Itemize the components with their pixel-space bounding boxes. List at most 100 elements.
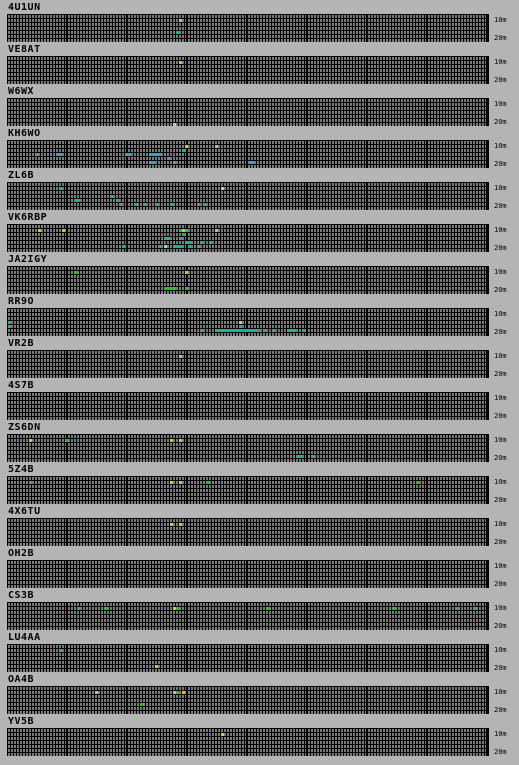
grid-cell (434, 19, 436, 22)
grid-cell (416, 27, 418, 30)
grid-cell (227, 31, 229, 34)
grid-cell (89, 19, 91, 22)
grid-cell (20, 27, 22, 30)
grid-cell (437, 23, 439, 26)
grid-cell (311, 27, 313, 30)
grid-cell (386, 27, 388, 30)
grid-cell (224, 31, 226, 34)
grid-cell (392, 31, 394, 34)
grid-cell (392, 23, 394, 26)
grid-cell (242, 15, 244, 18)
grid-cell (416, 19, 418, 22)
grid-cell (464, 19, 466, 22)
grid-cell (434, 31, 436, 34)
grid-cell (59, 31, 61, 34)
grid-cell (26, 31, 28, 34)
grid-cell (470, 15, 472, 18)
grid-cell (116, 19, 118, 22)
grid-cell (83, 27, 85, 30)
grid-cell (20, 31, 22, 34)
grid-cell (425, 31, 426, 34)
grid-cell (89, 27, 91, 30)
grid-cell (143, 23, 145, 26)
grid-cell (380, 19, 382, 22)
grid-cell (122, 19, 124, 22)
grid-cell (272, 27, 274, 30)
grid-cell (416, 15, 418, 18)
grid-cell (317, 19, 319, 22)
grid-cell (233, 19, 235, 22)
grid-cell (20, 15, 22, 18)
grid-cell (89, 31, 91, 34)
grid-cell (50, 23, 52, 26)
grid-cell (332, 15, 334, 18)
grid-cell (314, 23, 316, 26)
grid-cell (248, 27, 250, 30)
grid-cell (170, 15, 172, 18)
grid-cell (98, 31, 100, 34)
grid-cell (293, 31, 295, 34)
grid-cell (101, 27, 103, 30)
grid-cell (341, 19, 343, 22)
grid-cell (344, 23, 346, 26)
grid-cell (245, 15, 246, 18)
grid-cell (203, 31, 205, 34)
grid-cell (437, 27, 439, 30)
grid-cell (326, 19, 328, 22)
grid-cell (104, 23, 106, 26)
grid-cell (146, 31, 148, 34)
grid-cell (389, 27, 391, 30)
grid-cell (395, 23, 397, 26)
grid-cell (26, 27, 28, 30)
grid-cell (164, 23, 166, 26)
grid-cell (149, 15, 151, 18)
grid-cell (44, 15, 46, 18)
grid-cell (389, 15, 391, 18)
grid-cell (206, 23, 208, 26)
grid-cell (62, 35, 64, 38)
grid-cell (176, 27, 178, 30)
grid-cell (152, 27, 154, 30)
grid-cell (470, 23, 472, 26)
grid-cell (281, 27, 283, 30)
grid-cell (362, 27, 364, 30)
grid-cell (236, 31, 238, 34)
grid-cell (182, 23, 184, 26)
grid-cell (215, 31, 217, 34)
grid-cell (131, 19, 133, 22)
grid-cell (401, 27, 403, 30)
grid-cell (140, 15, 142, 18)
grid-cell (461, 31, 463, 34)
grid-cell (395, 19, 397, 22)
grid-cell (254, 15, 256, 18)
grid-cell (473, 31, 475, 34)
grid-cell (341, 31, 343, 34)
grid-cell (80, 15, 82, 18)
grid-cell (482, 19, 484, 22)
grid-cell (416, 31, 418, 34)
grid-cell (218, 23, 220, 26)
grid-cell (320, 19, 322, 22)
grid-cell (239, 31, 241, 34)
grid-cell (455, 23, 457, 26)
grid-cell (101, 15, 103, 18)
grid-cell (71, 15, 73, 18)
grid-cell (146, 27, 148, 30)
grid-cell (371, 27, 373, 30)
grid-cell (74, 27, 76, 30)
grid-cell (80, 31, 82, 34)
grid-cell (251, 27, 253, 30)
grid-cell (284, 19, 286, 22)
grid-cell (32, 35, 34, 38)
grid-cell (263, 15, 265, 18)
grid-cell (77, 15, 79, 18)
grid-cell (20, 35, 22, 38)
grid-cell (350, 15, 352, 18)
grid-cell (239, 19, 241, 22)
grid-cell (458, 15, 460, 18)
grid-cell (218, 15, 220, 18)
grid-cell (251, 31, 253, 34)
grid-cell (209, 19, 211, 22)
grid-cell (119, 15, 121, 18)
grid-cell (461, 27, 463, 30)
